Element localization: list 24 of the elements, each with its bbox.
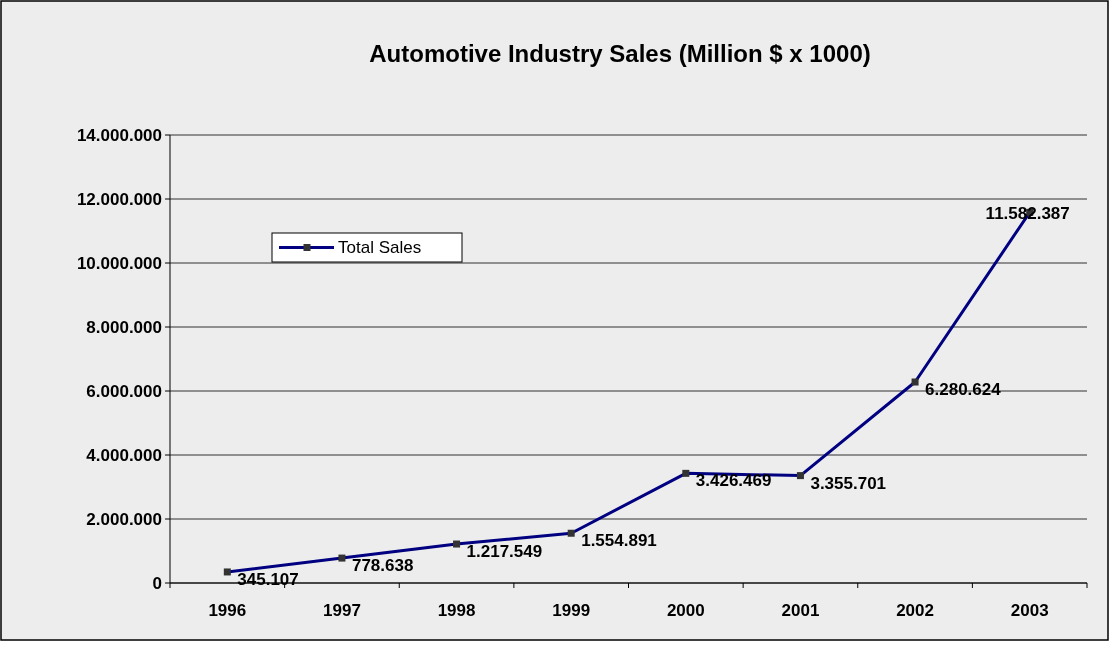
y-tick-label: 14.000.000	[76, 125, 162, 145]
x-tick-label: 2002	[896, 601, 934, 620]
x-tick-label: 2000	[666, 601, 705, 620]
data-label: 3.426.469	[695, 471, 772, 491]
x-tick-label: 2001	[781, 601, 820, 620]
y-tick-label: 0	[152, 573, 162, 593]
legend-label: Total Sales	[338, 238, 422, 258]
data-label: 1.554.891	[581, 531, 657, 551]
data-label: 1.217.549	[466, 542, 543, 562]
y-tick-label: 6.000.000	[86, 381, 162, 401]
y-tick-label: 12.000.000	[76, 189, 162, 209]
chart-title: Automotive Industry Sales (Million $ x 1000)	[369, 40, 871, 67]
x-tick-label: 2003	[1010, 601, 1049, 620]
x-tick-label: 1998	[437, 601, 476, 620]
data-label: 778.638	[351, 556, 414, 576]
data-label: 6.280.624	[925, 380, 1002, 400]
y-tick-label: 2.000.000	[86, 509, 162, 529]
y-tick-label: 8.000.000	[86, 317, 162, 337]
x-tick-label: 1996	[208, 601, 247, 620]
y-tick-label: 4.000.000	[86, 445, 162, 465]
x-tick-label: 1999	[552, 601, 591, 620]
y-tick-label: 10.000.000	[76, 253, 162, 273]
data-label: 3.355.701	[810, 473, 887, 493]
x-tick-label: 1997	[323, 601, 361, 620]
